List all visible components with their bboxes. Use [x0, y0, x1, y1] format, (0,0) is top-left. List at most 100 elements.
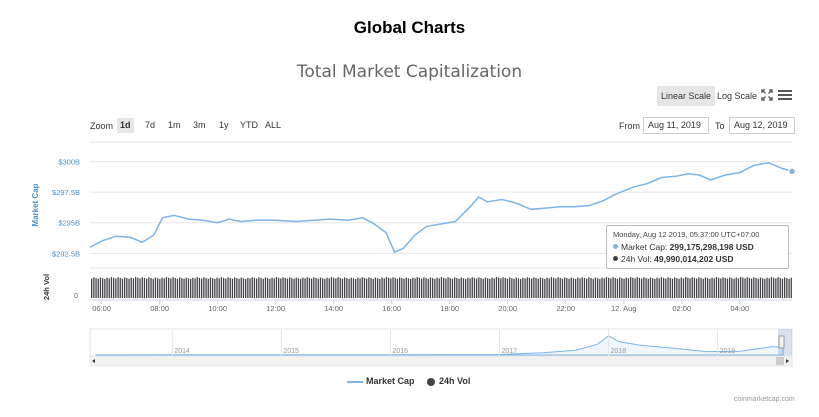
- volume-bar: [181, 278, 183, 298]
- volume-bar: [212, 278, 214, 298]
- zoom-1m-button[interactable]: 1m: [168, 120, 181, 130]
- volume-bar: [99, 277, 102, 298]
- volume-bar: [766, 277, 768, 298]
- volume-bar: [627, 278, 630, 298]
- volume-bar: [506, 278, 509, 298]
- volume-bar: [603, 278, 605, 298]
- zoom-all-button[interactable]: ALL: [265, 120, 282, 130]
- volume-bar: [559, 278, 561, 298]
- volume-bar: [691, 277, 693, 298]
- page-title: Global Charts: [353, 18, 466, 37]
- volume-bar: [280, 278, 282, 298]
- volume-bar: [764, 278, 766, 298]
- volume-bar: [218, 278, 220, 298]
- volume-bar: [436, 277, 438, 298]
- volume-bar: [638, 277, 641, 298]
- navigator-tick-labels: 2014 2015 2016 2017 2018 2019: [171, 329, 735, 356]
- volume-bar: [289, 277, 291, 298]
- volume-bar: [106, 277, 108, 298]
- navigator-tick-label: 2015: [283, 348, 299, 355]
- volume-bar: [658, 278, 660, 298]
- volume-bar: [698, 277, 700, 298]
- volume-bar: [594, 277, 597, 298]
- scroll-right-arrow-icon[interactable]: [786, 359, 789, 363]
- market-cap-dot-icon: [613, 244, 618, 249]
- volume-bar: [302, 277, 304, 298]
- volume-bar: [445, 278, 447, 298]
- volume-bar: [245, 279, 247, 298]
- vol-axis-zero-label: 0: [74, 293, 78, 300]
- volume-bar: [645, 278, 647, 298]
- volume-bar: [467, 277, 469, 298]
- to-date-input[interactable]: Aug 12, 2019: [729, 117, 795, 134]
- volume-bar: [293, 278, 295, 298]
- hover-point-marker: [788, 167, 796, 176]
- volume-bar: [236, 278, 238, 298]
- volume-bar: [465, 279, 467, 298]
- volume-bar: [548, 278, 550, 298]
- volume-bar: [755, 278, 757, 298]
- volume-bar: [744, 278, 746, 298]
- volume-bar: [154, 277, 157, 298]
- zoom-1d-button[interactable]: 1d: [117, 118, 134, 133]
- volume-bar: [438, 278, 440, 298]
- volume-bar: [346, 278, 348, 298]
- from-date-input[interactable]: Aug 11, 2019: [643, 117, 709, 134]
- linear-scale-button[interactable]: Linear Scale: [657, 86, 716, 106]
- legend-market-cap[interactable]: Market Cap: [366, 376, 415, 386]
- scroll-left-arrow-icon[interactable]: [92, 359, 95, 363]
- volume-bar: [326, 277, 328, 298]
- volume-bar: [201, 278, 203, 298]
- volume-bar: [502, 277, 504, 298]
- volume-bar: [707, 278, 709, 298]
- volume-bar: [504, 278, 506, 298]
- x-tick-label: 12. Aug: [611, 304, 636, 313]
- volume-bar: [223, 277, 225, 298]
- volume-bar: [121, 278, 124, 298]
- volume-bar: [704, 277, 707, 298]
- navigator-frame: [89, 328, 793, 357]
- legend-24h-vol[interactable]: 24h Vol: [439, 376, 471, 386]
- volume-bar: [135, 277, 137, 298]
- tooltip-market-cap-row: Market Cap: 299,175,298,198 USD: [613, 242, 754, 252]
- scrollbar-thumb[interactable]: [776, 357, 784, 365]
- volume-bar: [275, 277, 278, 298]
- volume-bar: [185, 277, 187, 298]
- zoom-ytd-button[interactable]: YTD: [240, 120, 258, 130]
- x-tick-label: 06:00: [92, 304, 111, 313]
- volume-bar: [97, 278, 99, 298]
- legend-vol-symbol[interactable]: [427, 378, 435, 386]
- log-scale-button[interactable]: Log Scale: [717, 91, 758, 101]
- navigator-scrollbar[interactable]: [89, 355, 793, 367]
- volume-bar: [374, 277, 377, 298]
- x-tick-label: 14:00: [324, 304, 343, 313]
- volume-bar: [383, 278, 385, 298]
- volume-bar: [429, 277, 432, 298]
- volume-bar: [460, 277, 462, 298]
- volume-bar: [322, 278, 324, 298]
- zoom-7d-button[interactable]: 7d: [145, 120, 156, 130]
- chart-title: Total Market Capitalization: [296, 62, 523, 82]
- volume-bar: [473, 277, 476, 298]
- volume-bar: [500, 278, 502, 298]
- volume-bar: [550, 277, 553, 298]
- volume-bar: [784, 277, 786, 298]
- volume-bar: [355, 279, 357, 298]
- y-axis-tick-labels: $292.5B $295B $297.5B $300B: [52, 158, 80, 259]
- volume-bar: [711, 277, 713, 298]
- volume-bar: [190, 279, 192, 298]
- zoom-1y-button[interactable]: 1y: [219, 120, 229, 130]
- fullscreen-icon[interactable]: [761, 89, 773, 101]
- volume-bar: [192, 277, 194, 298]
- volume-bar: [535, 278, 537, 298]
- volume-bar: [203, 277, 205, 298]
- navigator-handle[interactable]: [778, 335, 785, 349]
- zoom-3m-button[interactable]: 3m: [193, 120, 206, 130]
- volume-bar: [564, 277, 566, 298]
- credit-link[interactable]: coinmarketcap.com: [734, 396, 795, 403]
- volume-bar: [533, 277, 535, 298]
- hamburger-menu-icon[interactable]: [778, 89, 792, 101]
- volume-bar: [282, 277, 284, 298]
- market-cap-line[interactable]: [89, 162, 793, 254]
